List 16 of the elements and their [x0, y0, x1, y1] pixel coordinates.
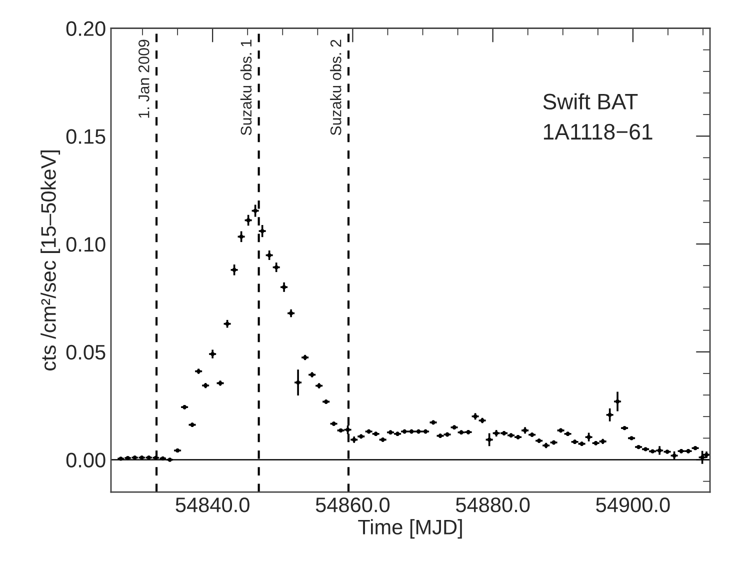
- ref-line-label: Suzaku obs. 1: [240, 40, 252, 136]
- annotation: Swift BAT: [543, 93, 638, 110]
- y-tick-label: 0.15: [66, 129, 106, 144]
- x-tick-label: 54880.0: [456, 498, 530, 512]
- x-tick-label: 54900.0: [596, 498, 670, 512]
- x-axis-title: Time [MJD]: [358, 519, 462, 539]
- ref-line-label: 1. Jan 2009: [138, 40, 150, 118]
- annotation: 1A1118−61: [544, 124, 652, 140]
- y-tick-label: 0.10: [66, 237, 106, 252]
- x-tick-label: 54860.0: [316, 498, 390, 512]
- ref-line-label: Suzaku obs. 2: [330, 40, 342, 136]
- y-tick-label: 0.05: [66, 344, 106, 360]
- y-axis-title: cts /cm²/sec [15–50keV]: [40, 150, 60, 370]
- y-tick-label: 0.00: [66, 452, 106, 468]
- y-tick-label: 0.20: [66, 21, 106, 36]
- x-tick-label: 54840.0: [176, 498, 250, 512]
